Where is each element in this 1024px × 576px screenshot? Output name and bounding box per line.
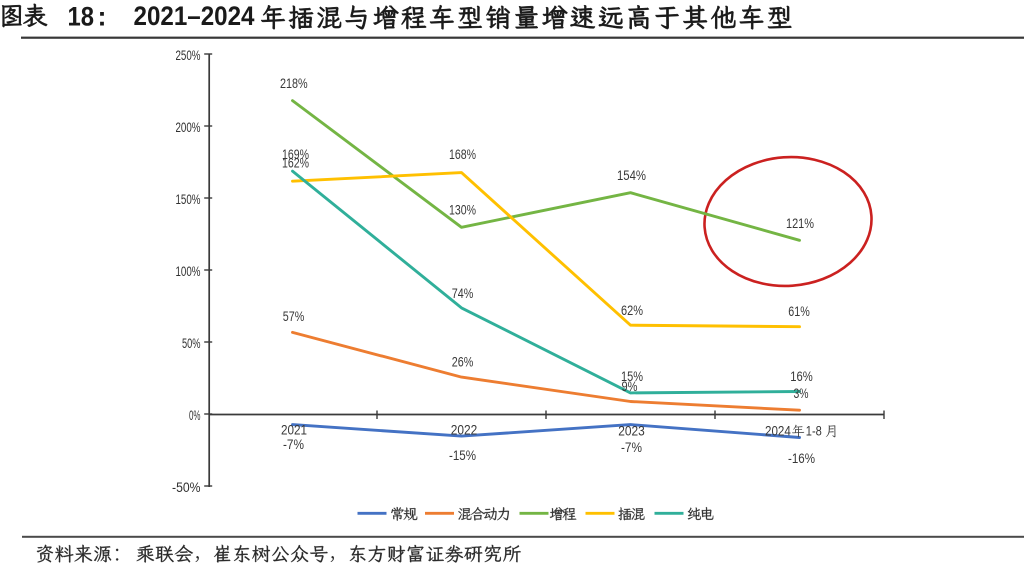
svg-text:2024: 2024	[765, 424, 791, 439]
svg-text:2022: 2022	[451, 423, 478, 438]
svg-text:162%: 162%	[282, 156, 309, 171]
svg-text:15%: 15%	[621, 369, 643, 384]
svg-text:2021: 2021	[281, 423, 307, 438]
svg-text:-50%: -50%	[172, 480, 201, 495]
svg-text:200%: 200%	[176, 120, 201, 135]
svg-text:57%: 57%	[283, 309, 305, 324]
svg-text:100%: 100%	[176, 264, 201, 279]
svg-text:18: 18	[68, 1, 95, 31]
svg-text:154%: 154%	[617, 168, 646, 183]
svg-text:50%: 50%	[182, 336, 201, 351]
svg-text:9%: 9%	[622, 379, 638, 394]
svg-text:130%: 130%	[449, 203, 476, 218]
svg-text:168%: 168%	[449, 147, 476, 162]
svg-text:-7%: -7%	[283, 437, 304, 452]
svg-text:16%: 16%	[790, 369, 813, 384]
svg-text:218%: 218%	[280, 76, 308, 91]
svg-text:26%: 26%	[452, 355, 474, 370]
svg-text:1-8: 1-8	[806, 424, 822, 439]
svg-text:-15%: -15%	[449, 448, 476, 463]
svg-text:2021–2024: 2021–2024	[134, 1, 255, 31]
svg-text:150%: 150%	[176, 192, 201, 207]
svg-text:-16%: -16%	[788, 451, 815, 466]
svg-text:62%: 62%	[621, 303, 643, 318]
svg-text:3%: 3%	[794, 386, 809, 401]
svg-text:61%: 61%	[788, 304, 810, 319]
svg-text:121%: 121%	[786, 216, 814, 231]
svg-text:0%: 0%	[189, 408, 201, 423]
svg-text:2023: 2023	[618, 424, 645, 439]
svg-text::: :	[98, 1, 107, 31]
svg-text:74%: 74%	[452, 286, 474, 301]
svg-text:-7%: -7%	[621, 440, 642, 455]
svg-text:250%: 250%	[176, 48, 201, 63]
svg-text:169%: 169%	[282, 147, 309, 162]
